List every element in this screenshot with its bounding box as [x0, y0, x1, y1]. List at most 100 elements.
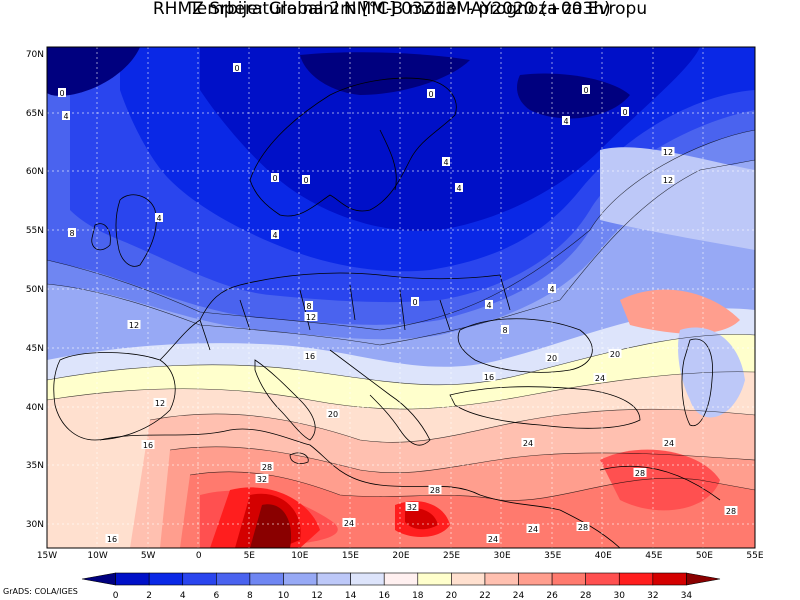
contour-label-bg: [304, 312, 318, 321]
contour-label-bg: [62, 111, 70, 120]
map-title-line-1: RHMZ Srbije: Globalni NMM-B model - prog…: [152, 0, 648, 19]
contour-label: 28: [430, 486, 440, 495]
colorbar-swatch: [115, 572, 150, 586]
contour-label-bg: [526, 524, 540, 533]
contour-label-bg: [260, 462, 274, 471]
colorbar-swatch: [551, 572, 586, 586]
contour-label: 0: [234, 64, 239, 73]
temperature-field: 0 0 4 0 0 0 4 12 12 0 0 4 4 4 8 4 4 8 12 0 4 12 16 8 20 20 16 24 12 2…: [47, 47, 755, 548]
contour-label-bg: [582, 85, 590, 94]
colorbar-tick-label: 24: [513, 591, 525, 600]
contour-label: 4: [549, 285, 554, 294]
colorbar-swatch: [216, 572, 251, 586]
graticule: [47, 47, 755, 548]
contour-label-bg: [342, 518, 356, 527]
contour-label-bg: [621, 107, 629, 116]
contour-label: 0: [303, 176, 308, 185]
contour-label: 0: [412, 298, 417, 307]
colorbar-tick-label: 2: [146, 591, 152, 600]
contour-label: 24: [528, 525, 538, 534]
contour-label-bg: [68, 228, 76, 237]
contour-label-bg: [482, 372, 496, 381]
colorbar-swatch: [686, 572, 721, 586]
lat-label: 70N: [26, 50, 44, 60]
contour-label: 24: [595, 374, 605, 383]
colorbar-swatch: [81, 572, 116, 586]
colorbar-tick-label: 8: [247, 591, 253, 600]
colorbar-tick-label: 34: [681, 591, 693, 600]
contour-label-bg: [562, 116, 570, 125]
contour-label-bg: [271, 230, 279, 239]
contour-label-bg: [661, 147, 675, 156]
contour-label-bg: [405, 502, 419, 511]
contour-label: 20: [547, 354, 557, 363]
colorbar-tick-label: 30: [614, 591, 626, 600]
coastlines: [53, 77, 721, 548]
contour-label-bg: [305, 301, 313, 310]
lon-label: 50E: [696, 551, 713, 561]
lat-label: 65N: [26, 109, 44, 119]
contour-label: 24: [344, 519, 354, 528]
lat-label: 55N: [26, 226, 44, 236]
lon-label: 35E: [544, 551, 561, 561]
contour-label: 24: [664, 439, 674, 448]
colorbar-tick-label: 14: [345, 591, 357, 600]
lon-label: 5E: [244, 551, 256, 561]
lon-label: 10E: [291, 551, 308, 561]
colorbar-swatch: [484, 572, 519, 586]
contour-label: 8: [306, 302, 311, 311]
contour-label: 0: [272, 174, 277, 183]
software-credit: GrADS: COLA/IGES: [3, 587, 78, 596]
contour-label: 24: [523, 439, 533, 448]
contour-label: 16: [305, 352, 315, 361]
lon-label: 0: [196, 551, 202, 561]
colorbar-tick-label: 6: [213, 591, 219, 600]
colorbar-tick-label: 0: [113, 591, 119, 600]
contour-label-bg: [442, 157, 450, 166]
contour-label: 12: [155, 399, 165, 408]
lon-label: 10W: [87, 551, 107, 561]
contour-label: 28: [635, 469, 645, 478]
lon-label: 20E: [392, 551, 409, 561]
contour-label-bg: [455, 183, 463, 192]
contour-label-bg: [661, 175, 675, 184]
contour-label: 4: [456, 184, 461, 193]
contour-labels: 0 0 4 0 0 0 4 12 12 0 0 4 4 4 8 4 4 8 12 0 4 12 16 8 20 20 16 24 12 2…: [58, 63, 738, 544]
contour-label-bg: [501, 325, 509, 334]
contour-label-bg: [662, 438, 676, 447]
contour-label-bg: [271, 173, 279, 182]
lat-label: 35N: [26, 461, 44, 471]
contour-label: 28: [578, 523, 588, 532]
contour-label: 16: [143, 441, 153, 450]
isotherms: [47, 129, 755, 501]
contour-label-bg: [255, 474, 269, 483]
contour-label: 8: [69, 229, 74, 238]
contour-label: 0: [428, 90, 433, 99]
lat-label: 50N: [26, 285, 44, 295]
colorbar-swatch: [383, 572, 419, 586]
contour-label: 4: [272, 231, 277, 240]
colorbar-swatch: [518, 572, 553, 586]
contour-label: 8: [502, 326, 507, 335]
lon-label: 15W: [37, 551, 57, 561]
contour-label: 4: [563, 117, 568, 126]
contour-label-bg: [521, 438, 535, 447]
contour-label: 12: [306, 313, 316, 322]
contour-label: 12: [129, 321, 139, 330]
colorbar-swatch: [417, 572, 452, 586]
colorbar-tick-label: 12: [311, 591, 322, 600]
contour-label: 24: [488, 535, 498, 544]
contour-label-bg: [411, 297, 419, 306]
contour-label-bg: [724, 506, 738, 515]
lon-label: 55E: [746, 551, 763, 561]
contour-label-bg: [326, 409, 340, 418]
contour-label: 28: [726, 507, 736, 516]
map-title-line-2: Temperatura na 2m [°C] 03Z13MAY2020 (+00…: [189, 0, 611, 19]
contour-label: 32: [257, 475, 267, 484]
lat-label: 30N: [26, 520, 44, 530]
colorbar-tick-label: 20: [446, 591, 458, 600]
contour-label-bg: [58, 88, 66, 97]
contour-label-bg: [608, 349, 622, 358]
lon-label: 5W: [141, 551, 156, 561]
